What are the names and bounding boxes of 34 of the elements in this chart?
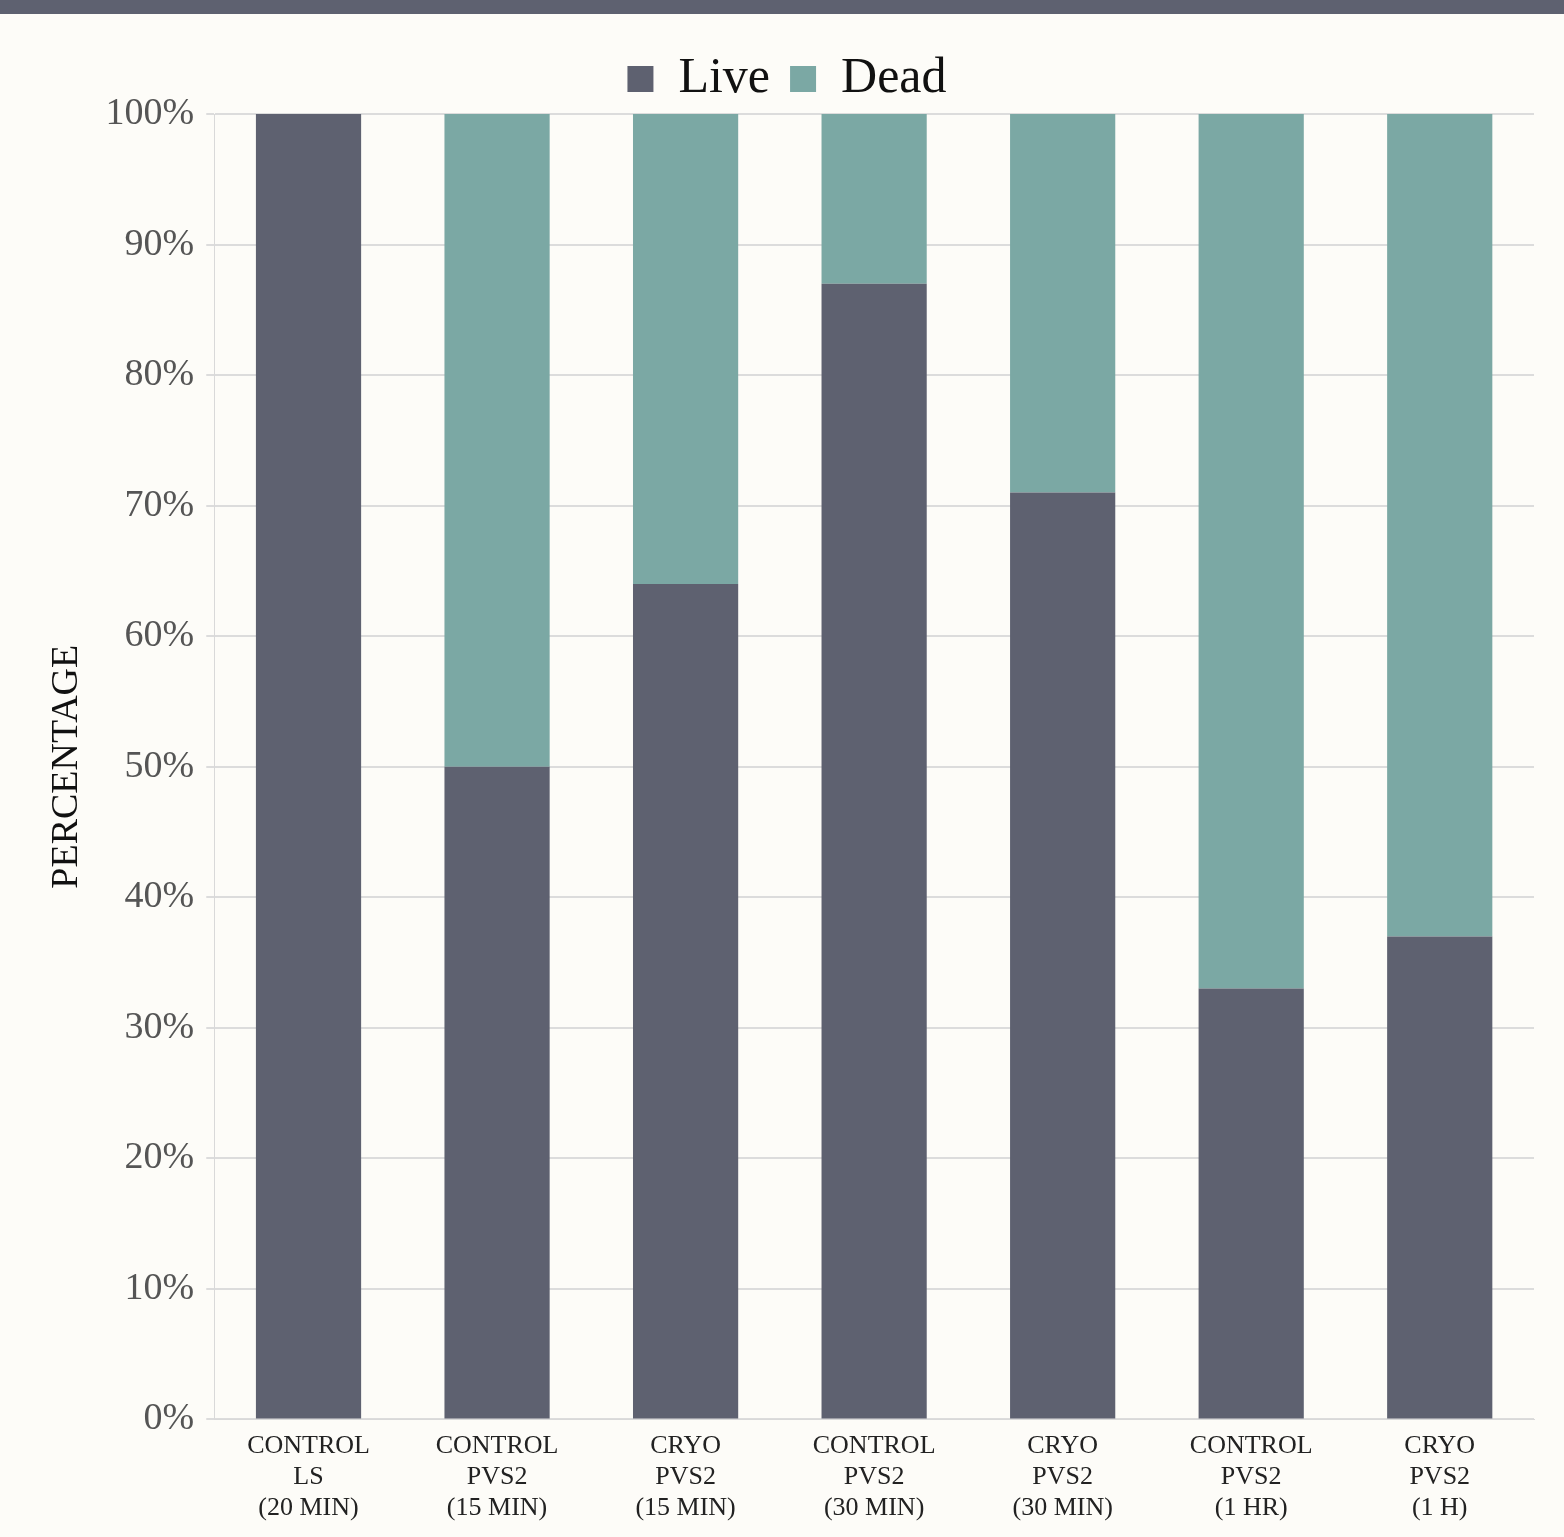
y-axis-title: PERCENTAGE (42, 644, 85, 889)
x-tick-label: CONTROL LS (20 MIN) (247, 1429, 370, 1522)
bar (1387, 114, 1493, 937)
x-tick-label: CONTROL PVS2 (15 MIN) (435, 1429, 559, 1522)
bar (632, 583, 739, 1419)
bar (1387, 936, 1493, 1419)
y-tick-label: 10% (124, 1264, 195, 1307)
bar (1010, 114, 1116, 493)
y-tick-label: 0% (143, 1395, 195, 1438)
x-tick-label: CRYO PVS2 (15 MIN) (635, 1429, 736, 1522)
x-tick-label: CONTROL PVS2 (1 HR) (1189, 1429, 1313, 1522)
y-tick-label: 90% (124, 220, 195, 263)
y-tick-label: 100% (105, 89, 195, 132)
legend-label: Dead (841, 47, 947, 104)
x-tick-label: CONTROL PVS2 (30 MIN) (812, 1429, 936, 1522)
legend-label: Live (678, 47, 771, 104)
bar (444, 114, 550, 767)
bar (821, 283, 927, 1419)
bar (1198, 114, 1304, 989)
y-tick-label: 40% (124, 873, 195, 916)
y-tick-label: 20% (124, 1134, 195, 1177)
y-tick-label: 30% (124, 1003, 195, 1046)
bar (821, 114, 927, 284)
bar (255, 114, 362, 1419)
x-tick-label: CRYO PVS2 (1 H) (1404, 1429, 1476, 1522)
y-tick-label: 80% (124, 351, 195, 394)
bar (1198, 988, 1304, 1419)
y-tick-label: 70% (124, 481, 195, 524)
bar (632, 114, 739, 584)
x-tick-label: CRYO PVS2 (30 MIN) (1012, 1429, 1113, 1522)
bar (1010, 492, 1116, 1419)
y-tick-label: 50% (124, 742, 195, 785)
bar (444, 766, 550, 1419)
y-tick-label: 60% (124, 612, 195, 655)
